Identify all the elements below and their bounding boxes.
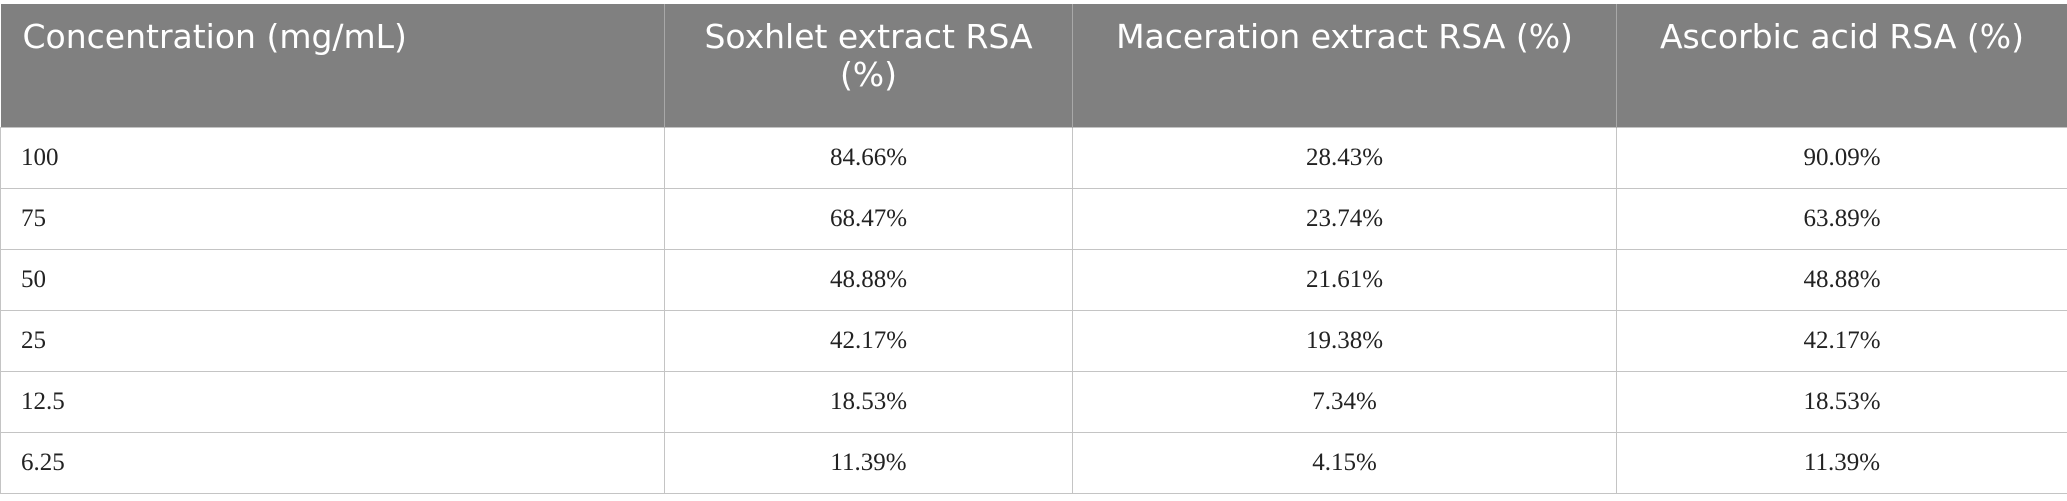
table-row: 12.5 18.53% 7.34% 18.53% [0, 371, 2067, 433]
header-row: Concentration (mg/mL) Soxhlet extract RSA… [0, 4, 2067, 128]
table-cell: 48.88% [664, 249, 1073, 311]
table-cell: 18.53% [664, 371, 1073, 433]
table-cell: 63.89% [1616, 188, 2067, 250]
table-cell: 6.25 [0, 432, 665, 494]
table-row: 100 84.66% 28.43% 90.09% [0, 127, 2067, 189]
table-cell: 7.34% [1072, 371, 1617, 433]
table-row: 25 42.17% 19.38% 42.17% [0, 310, 2067, 372]
table-cell: 21.61% [1072, 249, 1617, 311]
table-cell: 75 [0, 188, 665, 250]
table-cell: 68.47% [664, 188, 1073, 250]
header-cell: Soxhlet extract RSA (%) [664, 4, 1073, 128]
table-cell: 19.38% [1072, 310, 1617, 372]
table-cell: 42.17% [1616, 310, 2067, 372]
data-table: Concentration (mg/mL) Soxhlet extract RSA… [0, 4, 2067, 494]
table-cell: 12.5 [0, 371, 665, 433]
table-row: 75 68.47% 23.74% 63.89% [0, 188, 2067, 250]
table-cell: 48.88% [1616, 249, 2067, 311]
table-cell: 90.09% [1616, 127, 2067, 189]
table-body: 100 84.66% 28.43% 90.09% 75 68.47% 23.74% 63.89… [0, 127, 2067, 494]
header-cell: Maceration extract RSA (%) [1072, 4, 1617, 128]
table-cell: 4.15% [1072, 432, 1617, 494]
header-cell: Concentration (mg/mL) [0, 4, 665, 128]
table-cell: 84.66% [664, 127, 1073, 189]
table-row: 50 48.88% 21.61% 48.88% [0, 249, 2067, 311]
header-cell: Ascorbic acid RSA (%) [1616, 4, 2067, 128]
table-cell: 50 [0, 249, 665, 311]
table-cell: 42.17% [664, 310, 1073, 372]
table-cell: 11.39% [664, 432, 1073, 494]
table-cell: 100 [0, 127, 665, 189]
table-cell: 25 [0, 310, 665, 372]
table-cell: 23.74% [1072, 188, 1617, 250]
table-row: 6.25 11.39% 4.15% 11.39% [0, 432, 2067, 494]
table-container: Concentration (mg/mL) Soxhlet extract RSA… [0, 4, 2067, 494]
table-cell: 28.43% [1072, 127, 1617, 189]
table-cell: 18.53% [1616, 371, 2067, 433]
table-cell: 11.39% [1616, 432, 2067, 494]
